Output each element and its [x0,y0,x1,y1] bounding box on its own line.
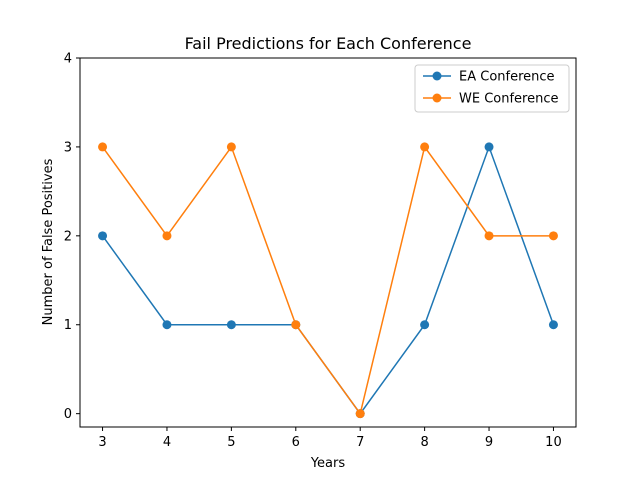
series-line-2 [101,145,554,416]
legend-label: EA Conference [459,70,555,85]
legend-swatch-marker [432,93,442,103]
series-1-point [484,142,494,152]
series-2-point [162,231,172,241]
series-1-point [420,320,430,330]
y-tick-label: 2 [64,229,72,244]
y-tick-label: 4 [64,52,72,67]
x-tick-label: 8 [420,435,428,450]
series-2-point [548,231,558,241]
legend: EA Conference WE Conference [414,64,570,113]
x-axis-label: Years [310,456,346,471]
x-tick-label: 7 [356,435,364,450]
y-tick-label: 0 [64,407,72,422]
y-tick-label: 3 [64,140,72,155]
chart-title: Fail Predictions for Each Conference [185,34,472,53]
series-1-point [98,231,108,241]
legend-label: WE Conference [459,92,559,107]
x-tick-label: 5 [227,435,235,450]
series-1-point [226,320,236,330]
series-2-point [291,320,301,330]
x-tick-label: 4 [163,435,171,450]
x-tick-label: 6 [292,435,300,450]
y-axis-label: Number of False Positives [41,158,56,325]
y-tick-label: 1 [64,318,72,333]
x-tick-label: 9 [485,435,493,450]
legend-swatch-marker [432,71,442,81]
series-2-point [98,142,108,152]
axes-frame [79,57,577,428]
x-tick-label: 10 [545,435,562,450]
x-tick-label: 3 [98,435,106,450]
plot-area: 3 4 5 6 7 8 9 10 0 1 2 3 4 [64,52,577,450]
legend-box [414,64,570,113]
series-2-point [420,142,430,152]
series-2-point [355,409,365,419]
series-2-point [484,231,494,241]
series-1-point [548,320,558,330]
series-2-point [226,142,236,152]
series-1-point [162,320,172,330]
